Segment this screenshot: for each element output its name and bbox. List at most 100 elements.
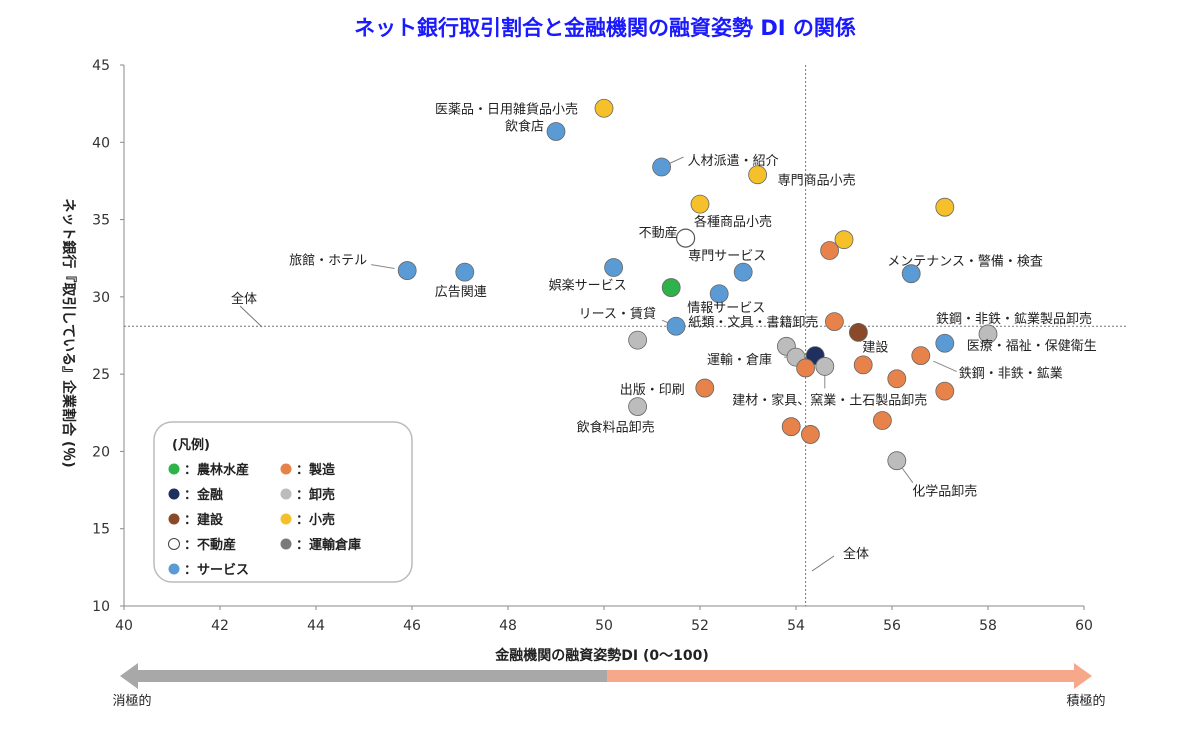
label-leader-line <box>901 468 914 483</box>
legend-item-label: ：運輸倉庫 <box>296 537 361 553</box>
direction-arrow <box>120 663 1092 689</box>
x-tick-label: 42 <box>211 618 229 634</box>
data-point <box>695 378 715 398</box>
y-tick-label: 40 <box>92 135 110 151</box>
arrow-bar <box>134 670 1080 682</box>
arrow-left-label: 消極的 <box>112 693 151 709</box>
data-point <box>834 230 854 250</box>
y-tick-label: 20 <box>92 444 110 460</box>
data-point <box>815 357 835 376</box>
legend-item-label: ：農林水産 <box>184 462 249 478</box>
legend-marker <box>280 463 292 475</box>
legend-item-label: ：サービス <box>184 562 249 578</box>
x-tick-label: 50 <box>595 618 613 634</box>
leader-lines <box>371 156 958 483</box>
chart-title: ネット銀行取引割合と金融機関の融資姿勢 DI の関係 <box>354 16 856 40</box>
point-label: リース・賃貸 <box>579 306 656 322</box>
point-label: 化学品卸売 <box>912 484 977 500</box>
data-point <box>849 323 868 342</box>
data-point <box>935 197 955 217</box>
point-label: 人材派遣・紹介 <box>688 154 779 169</box>
arrow-head-right <box>1074 663 1092 689</box>
y-tick-label: 45 <box>92 58 110 74</box>
data-point <box>661 278 681 297</box>
data-point <box>887 451 907 471</box>
data-point <box>397 261 417 280</box>
data-points <box>397 98 998 471</box>
point-label: 飲食店 <box>505 118 544 134</box>
label-leader-line <box>933 360 958 373</box>
data-point <box>546 122 566 141</box>
data-point <box>628 330 647 350</box>
x-tick-label: 54 <box>787 618 805 634</box>
data-point <box>733 262 753 282</box>
x-tick-label: 44 <box>307 618 325 634</box>
point-label: 医療・福祉・保健衛生 <box>967 339 1097 354</box>
data-point <box>935 381 955 401</box>
data-point <box>455 262 475 282</box>
data-point <box>825 312 844 331</box>
point-label: 建材・家具、窯業・土石製品卸売 <box>732 392 927 408</box>
y-tick-label: 15 <box>92 522 110 538</box>
data-point <box>820 241 839 260</box>
x-tick-label: 48 <box>499 618 517 634</box>
legend-marker <box>280 488 292 500</box>
legend-marker <box>168 463 180 475</box>
legend-item-label: ：卸売 <box>296 487 335 503</box>
data-point <box>978 324 998 344</box>
point-label: 各種商品小売 <box>694 214 772 230</box>
point-label: 鉄鋼・非鉄・鉱業 <box>959 366 1063 382</box>
data-point <box>675 228 696 248</box>
data-point <box>652 157 671 177</box>
arrow-right-label: 積極的 <box>1066 693 1105 709</box>
legend-marker <box>168 513 180 525</box>
legend-item-label: ：製造 <box>296 462 336 478</box>
legend-marker <box>168 538 180 550</box>
point-label: 娯楽サービス <box>549 277 627 293</box>
legend-item-label: ：不動産 <box>184 537 236 553</box>
arrow-head-left <box>120 663 138 689</box>
y-tick-label: 10 <box>92 599 110 615</box>
data-point <box>628 397 647 417</box>
data-point <box>887 369 907 389</box>
legend-title: (凡例) <box>172 437 210 453</box>
x-tick-label: 56 <box>883 618 901 634</box>
data-point <box>594 98 614 118</box>
point-label: 広告関連 <box>435 285 487 300</box>
point-label: 飲食料品卸売 <box>577 420 655 436</box>
y-tick-label: 25 <box>92 367 110 383</box>
point-label: 旅館・ホテル <box>289 254 367 269</box>
data-point <box>853 355 873 375</box>
data-point <box>911 346 931 365</box>
data-point <box>709 284 729 304</box>
data-point <box>935 333 955 353</box>
legend-marker <box>280 538 292 550</box>
point-label: 情報サービス <box>687 301 765 316</box>
legend-marker <box>168 488 180 500</box>
legend-box <box>153 421 413 583</box>
y-axis-title: ネット銀行『取引している』企業割合 (％) <box>60 198 77 467</box>
point-label: 専門商品小売 <box>778 173 856 189</box>
legend-items: ：農林水産 ：製造 ：金融 ：卸売 ：建設 ：小売 ：不動産 ：運輸倉庫 ：サービス <box>168 462 361 578</box>
data-point <box>873 411 892 430</box>
point-labels: 医薬品・日用雑貨品小売飲食店人材派遣・紹介専門商品小売各種商品小売不動産旅館・ホ… <box>289 101 1097 499</box>
reference-label-x: 全体 <box>843 546 869 562</box>
data-point <box>801 425 820 444</box>
point-label: 建設 <box>862 339 888 355</box>
point-label: 紙類・文具・書籍卸売 <box>688 315 818 331</box>
data-point <box>604 258 623 277</box>
legend-item-label: ：金融 <box>184 487 223 503</box>
data-point <box>781 417 801 437</box>
point-label: 出版・印刷 <box>620 383 685 398</box>
point-label: 鉄鋼・非鉄・鉱業製品卸売 <box>936 311 1092 327</box>
x-axis-title: 金融機関の融資姿勢DI (0～100) <box>494 647 708 664</box>
x-tick-label: 40 <box>115 618 133 634</box>
legend: (凡例) ：農林水産 ：製造 ：金融 ：卸売 ：建設 ：小売 ：不動産 ：運輸倉庫 ：サービス <box>153 421 413 583</box>
point-label: 専門サービス <box>688 249 766 264</box>
legend-item-label: ：建設 <box>184 512 224 528</box>
ref-y-label-leader <box>239 305 263 328</box>
point-label: 不動産 <box>639 225 678 241</box>
point-label: 運輸・倉庫 <box>707 353 772 368</box>
data-point <box>690 194 710 214</box>
